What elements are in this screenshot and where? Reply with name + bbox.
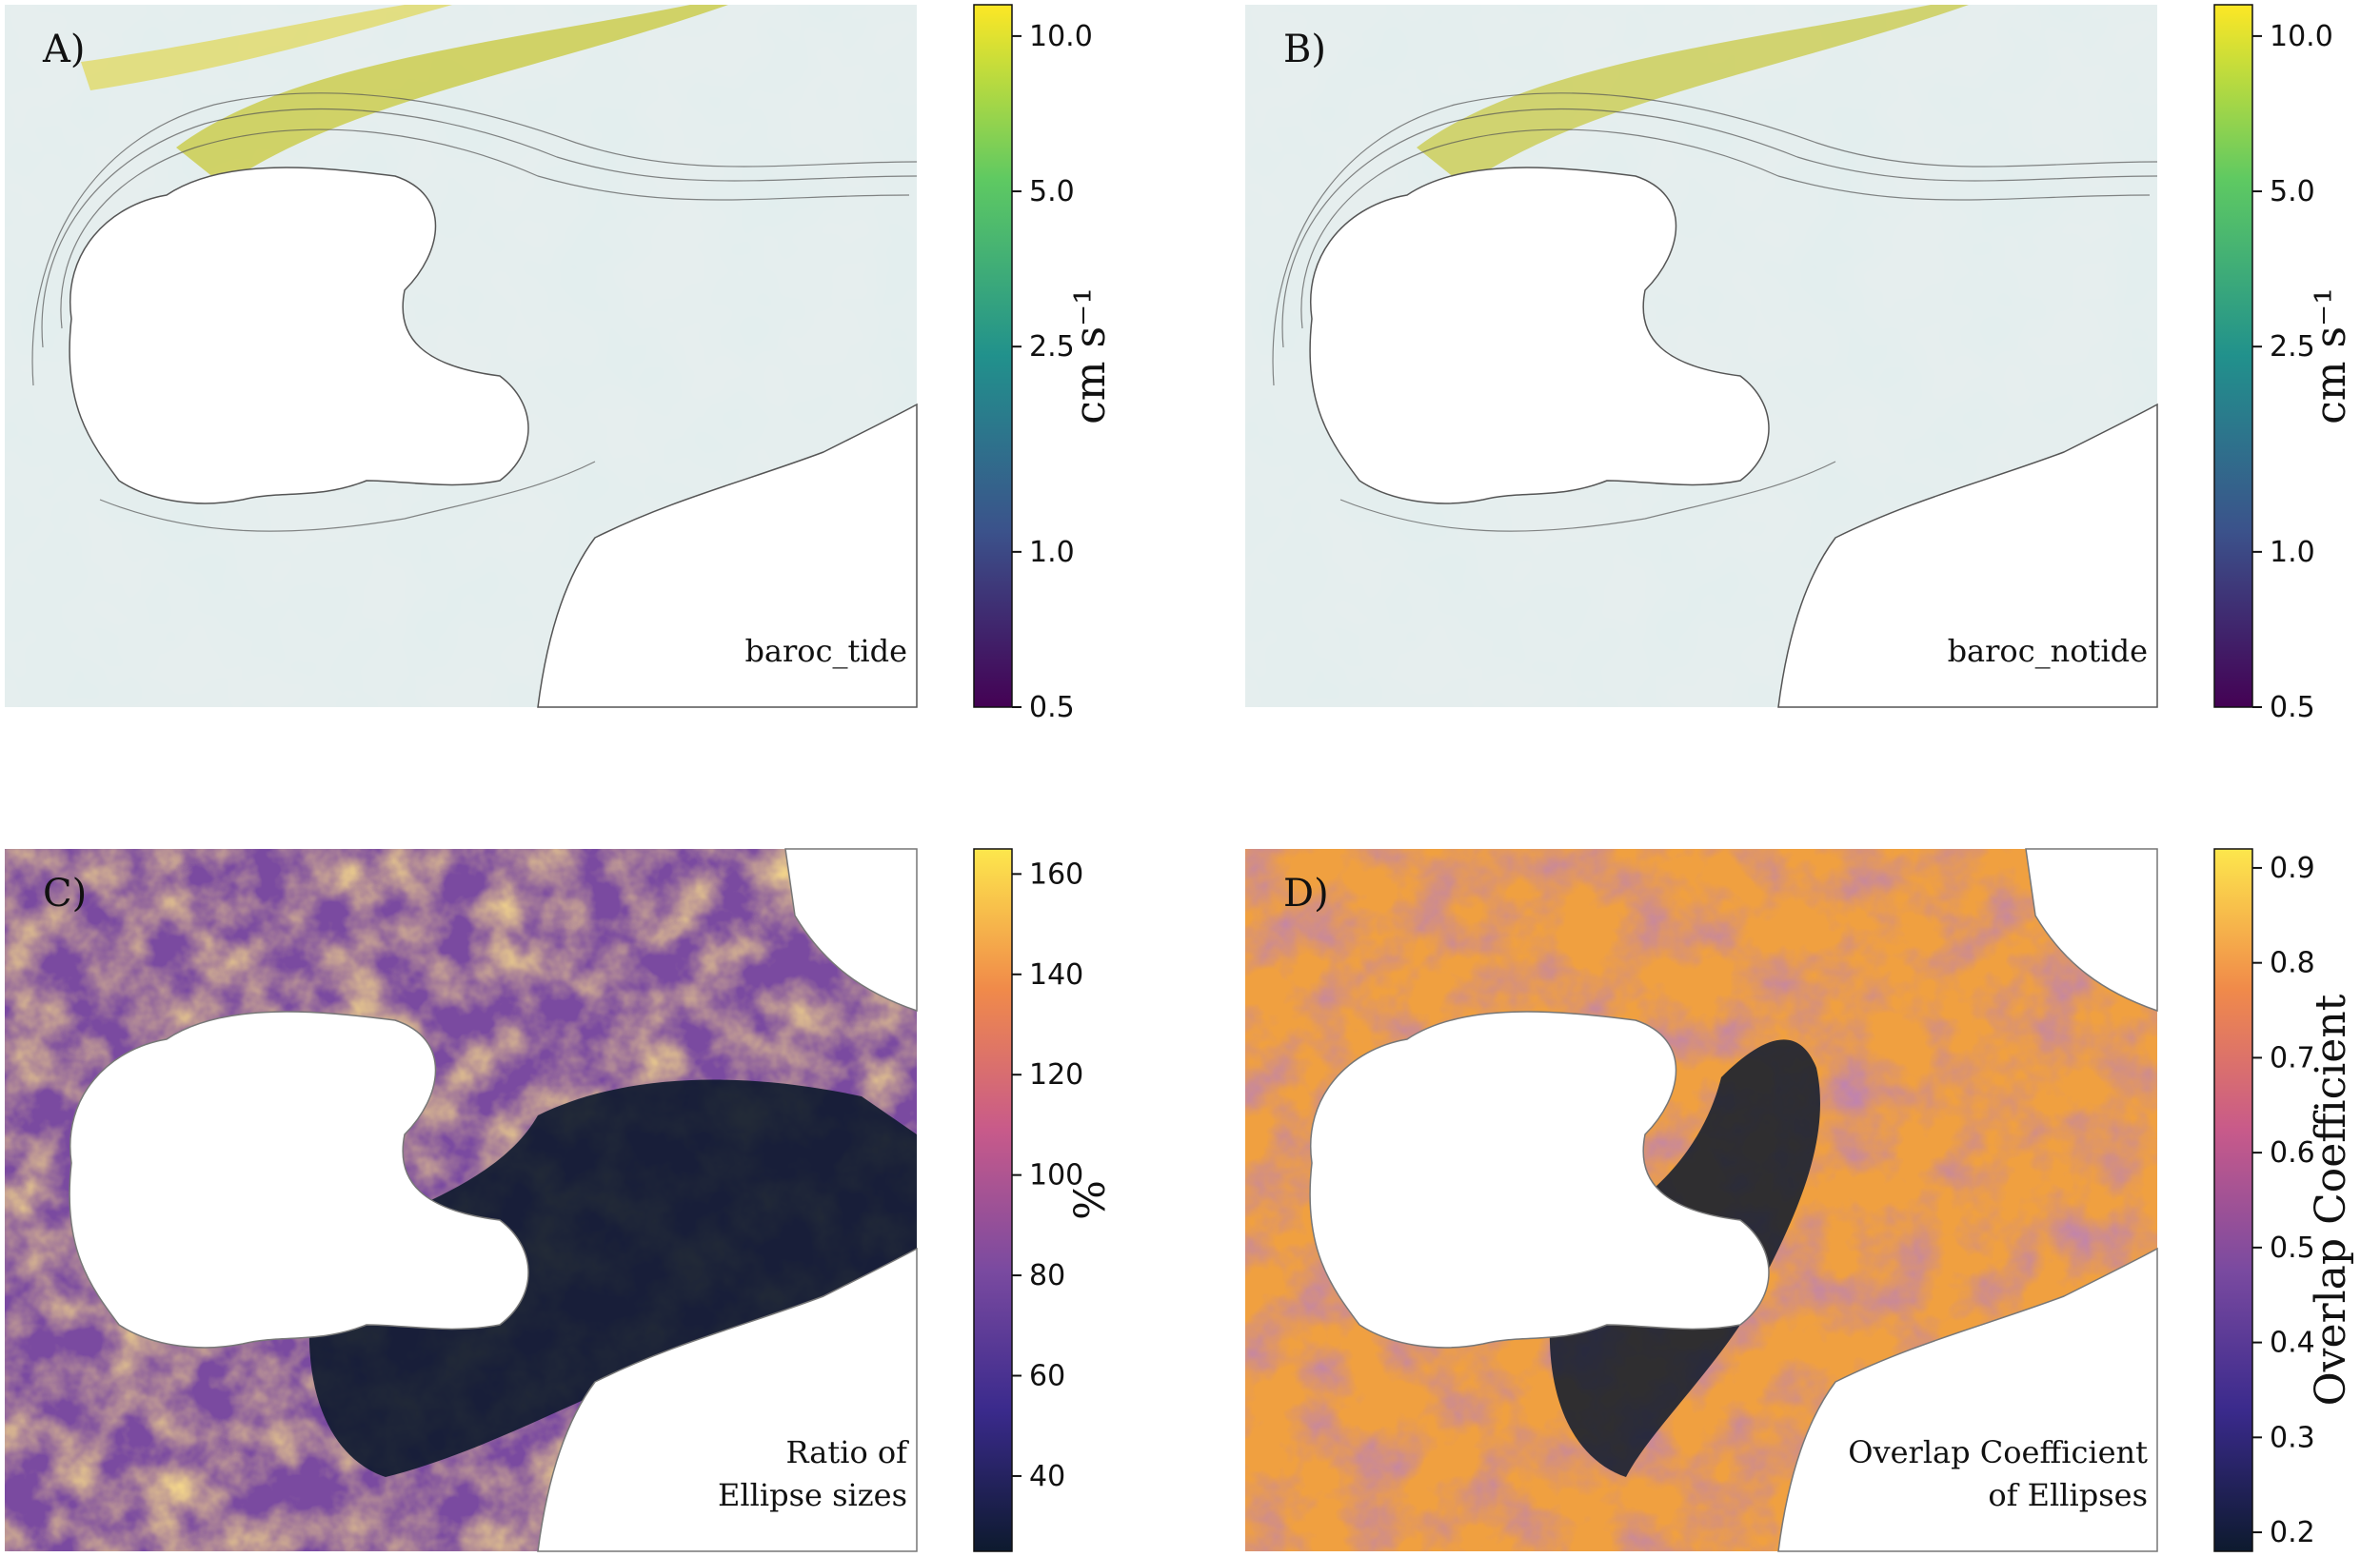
colorbar-a: 0.5 1.0 2.5 5.0 10.0 cm s⁻¹ bbox=[973, 4, 1115, 724]
panel-c-caption-line-1: Ratio of bbox=[785, 1434, 909, 1470]
colorbar-label: cm s⁻¹ bbox=[2307, 287, 2355, 424]
panel-b-caption-line-1: baroc_notide bbox=[1948, 633, 2148, 669]
colorbar-label: % bbox=[1066, 1180, 1115, 1220]
colorbar-tick-label: 0.2 bbox=[2270, 1516, 2315, 1549]
shelf-edge-current bbox=[176, 5, 728, 186]
panel-a-map: A) baroc_tide bbox=[5, 5, 918, 708]
panel-a-letter: A) bbox=[42, 28, 86, 71]
continent-east bbox=[537, 1247, 918, 1552]
colorbar-tick-label: 120 bbox=[1029, 1058, 1083, 1092]
colorbar-gradient bbox=[973, 848, 1013, 1552]
colorbar-tick-label: 0.5 bbox=[1029, 691, 1075, 724]
colorbar-tick-label: 2.5 bbox=[2270, 330, 2315, 364]
panel-d-caption-line-1: Overlap Coefficient bbox=[1848, 1434, 2148, 1470]
continent-east bbox=[1777, 403, 2158, 708]
continent-north-east bbox=[784, 848, 918, 1013]
colorbar-tick-label: 0.5 bbox=[2270, 1232, 2315, 1265]
colorbar-tick-label: 1.0 bbox=[2270, 536, 2315, 569]
land-mass bbox=[69, 1011, 529, 1349]
colorbar-tick-label: 5.0 bbox=[1029, 175, 1075, 208]
colorbar-label: Overlap Coefficient bbox=[2307, 994, 2355, 1406]
continent-east bbox=[537, 403, 918, 708]
colorbar-tick-label: 160 bbox=[1029, 857, 1083, 891]
panel-c-caption-line-2: Ellipse sizes bbox=[718, 1477, 907, 1513]
colorbar-tick-label: 100 bbox=[1029, 1159, 1083, 1192]
colorbar-tick-label: 1.0 bbox=[1029, 536, 1075, 569]
colorbar-tick-label: 10.0 bbox=[1029, 20, 1093, 53]
panel-c-letter: C) bbox=[43, 872, 87, 916]
colorbar-tick-label: 0.9 bbox=[2270, 852, 2315, 885]
colorbar-tick-label: 60 bbox=[1029, 1360, 1065, 1393]
low-ratio-region bbox=[308, 1079, 917, 1477]
colorbar-tick-label: 0.6 bbox=[2270, 1136, 2315, 1170]
land-mass bbox=[1309, 1011, 1770, 1349]
land-mass bbox=[1309, 167, 1770, 504]
continent-east bbox=[1777, 1247, 2158, 1552]
colorbar-gradient bbox=[973, 4, 1013, 708]
shelf-edge-current bbox=[1417, 5, 1969, 186]
panel-b-map: B) baroc_notide bbox=[1245, 5, 2158, 708]
colorbar-b: 0.5 1.0 2.5 5.0 10.0 cm s⁻¹ bbox=[2213, 4, 2355, 724]
colorbar-label: cm s⁻¹ bbox=[1066, 287, 1115, 424]
colorbar-d: 0.2 0.3 0.4 0.5 0.6 0.7 0.8 0.9 Overlap Coeffici… bbox=[2213, 848, 2355, 1552]
panel-d-letter: D) bbox=[1283, 872, 1329, 916]
panel-c-map: C) Ratio of Ellipse sizes bbox=[5, 848, 918, 1552]
colorbar-tick-label: 10.0 bbox=[2270, 20, 2333, 53]
continent-north-east bbox=[2025, 848, 2158, 1013]
colorbar-c: 40 60 80 100 120 140 160% bbox=[973, 848, 1115, 1552]
panel-a-caption-line-1: baroc_tide bbox=[744, 633, 907, 669]
bathymetry-contours bbox=[31, 92, 918, 532]
panel-d-map: D) Overlap Coefficient of Ellipses bbox=[1245, 848, 2158, 1552]
colorbar-tick-label: 140 bbox=[1029, 958, 1083, 992]
panel-d-caption-line-2: of Ellipses bbox=[1988, 1477, 2148, 1513]
colorbar-tick-label: 0.5 bbox=[2270, 691, 2315, 724]
colorbar-tick-label: 0.4 bbox=[2270, 1327, 2315, 1360]
colorbar-tick-label: 5.0 bbox=[2270, 175, 2315, 208]
colorbar-gradient bbox=[2213, 4, 2253, 708]
colorbar-tick-label: 80 bbox=[1029, 1259, 1065, 1292]
panel-b-letter: B) bbox=[1283, 28, 1326, 71]
colorbar-tick-label: 0.8 bbox=[2270, 947, 2315, 980]
colorbar-tick-label: 0.3 bbox=[2270, 1421, 2315, 1454]
bathymetry-contours bbox=[1272, 92, 2158, 532]
shelf-edge-current-north bbox=[81, 5, 452, 90]
colorbar-gradient bbox=[2213, 848, 2253, 1552]
colorbar-tick-label: 0.7 bbox=[2270, 1041, 2315, 1074]
colorbar-tick-label: 2.5 bbox=[1029, 330, 1075, 364]
colorbar-tick-label: 40 bbox=[1029, 1460, 1065, 1493]
land-mass bbox=[69, 167, 529, 504]
